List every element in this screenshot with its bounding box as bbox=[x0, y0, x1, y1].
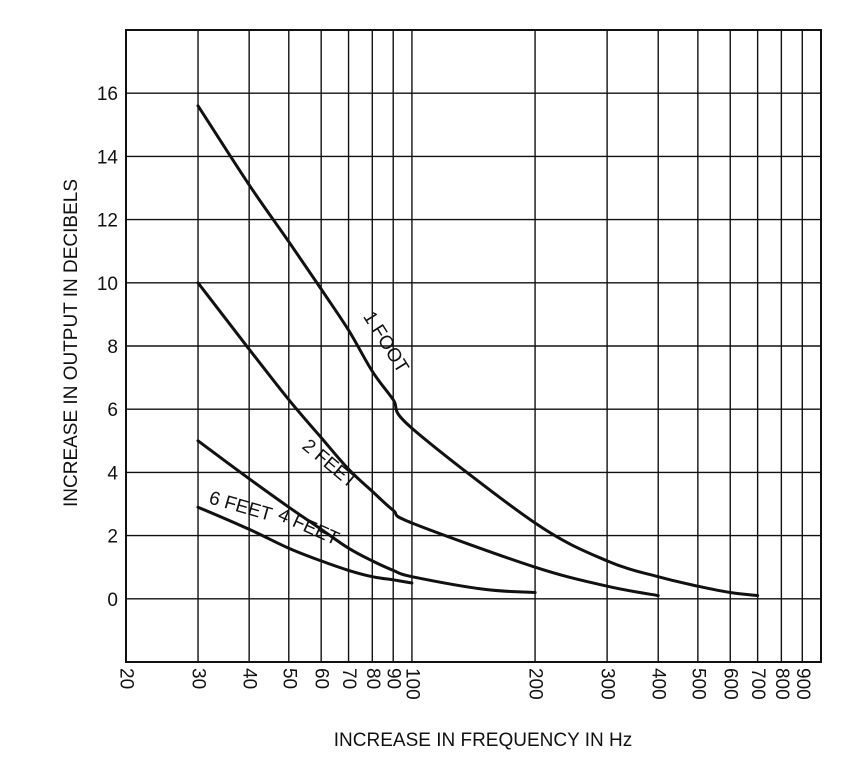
x-tick-label-80: 80 bbox=[362, 668, 383, 689]
x-tick-label-200: 200 bbox=[525, 668, 546, 700]
x-tick-label-50: 50 bbox=[278, 668, 299, 689]
y-tick-label-14: 14 bbox=[97, 147, 119, 168]
y-tick-label-10: 10 bbox=[97, 274, 118, 295]
grid-lines bbox=[125, 29, 821, 663]
series-label-4-feet: 4 FEET bbox=[275, 505, 343, 551]
x-tick-label-300: 300 bbox=[597, 668, 618, 700]
y-tick-label-16: 16 bbox=[97, 84, 118, 105]
x-tick-label-400: 400 bbox=[648, 668, 669, 700]
x-tick-label-40: 40 bbox=[239, 668, 260, 689]
x-tick-label-60: 60 bbox=[311, 668, 332, 689]
y-tick-labels: 0 2 4 6 8 10 12 14 16 bbox=[97, 84, 119, 611]
x-tick-label-100: 100 bbox=[401, 668, 422, 700]
y-tick-label-6: 6 bbox=[107, 400, 118, 421]
series-label-6-feet: 6 FEET bbox=[207, 488, 275, 526]
y-tick-label-0: 0 bbox=[107, 590, 118, 611]
x-tick-label-70: 70 bbox=[338, 668, 359, 689]
x-tick-label-90: 90 bbox=[383, 668, 404, 689]
x-tick-label-600: 600 bbox=[720, 668, 741, 700]
y-axis-label: INCREASE IN OUTPUT IN DECIBELS bbox=[61, 179, 82, 507]
series-line-6-feet bbox=[196, 505, 414, 585]
x-tick-label-20: 20 bbox=[116, 668, 137, 689]
x-tick-label-30: 30 bbox=[188, 668, 209, 689]
series-line-2-feet bbox=[196, 281, 660, 598]
y-tick-label-4: 4 bbox=[107, 463, 118, 484]
series-label-1-foot: 1 FOOT bbox=[358, 308, 412, 378]
x-tick-label-700: 700 bbox=[747, 668, 768, 700]
y-tick-label-2: 2 bbox=[107, 527, 118, 548]
series-label-2-feet: 2 FEET bbox=[298, 435, 361, 493]
x-tick-label-900: 900 bbox=[792, 668, 813, 700]
y-tick-label-12: 12 bbox=[97, 211, 118, 232]
y-tick-label-8: 8 bbox=[107, 337, 118, 358]
x-tick-label-500: 500 bbox=[687, 668, 708, 700]
x-tick-label-800: 800 bbox=[771, 668, 792, 700]
series-line-4-feet bbox=[196, 439, 537, 594]
plot-frame bbox=[125, 29, 822, 663]
series-line-1-foot bbox=[196, 104, 760, 598]
data-curves bbox=[196, 104, 760, 598]
x-axis-label: INCREASE IN FREQUENCY IN Hz bbox=[334, 730, 632, 751]
